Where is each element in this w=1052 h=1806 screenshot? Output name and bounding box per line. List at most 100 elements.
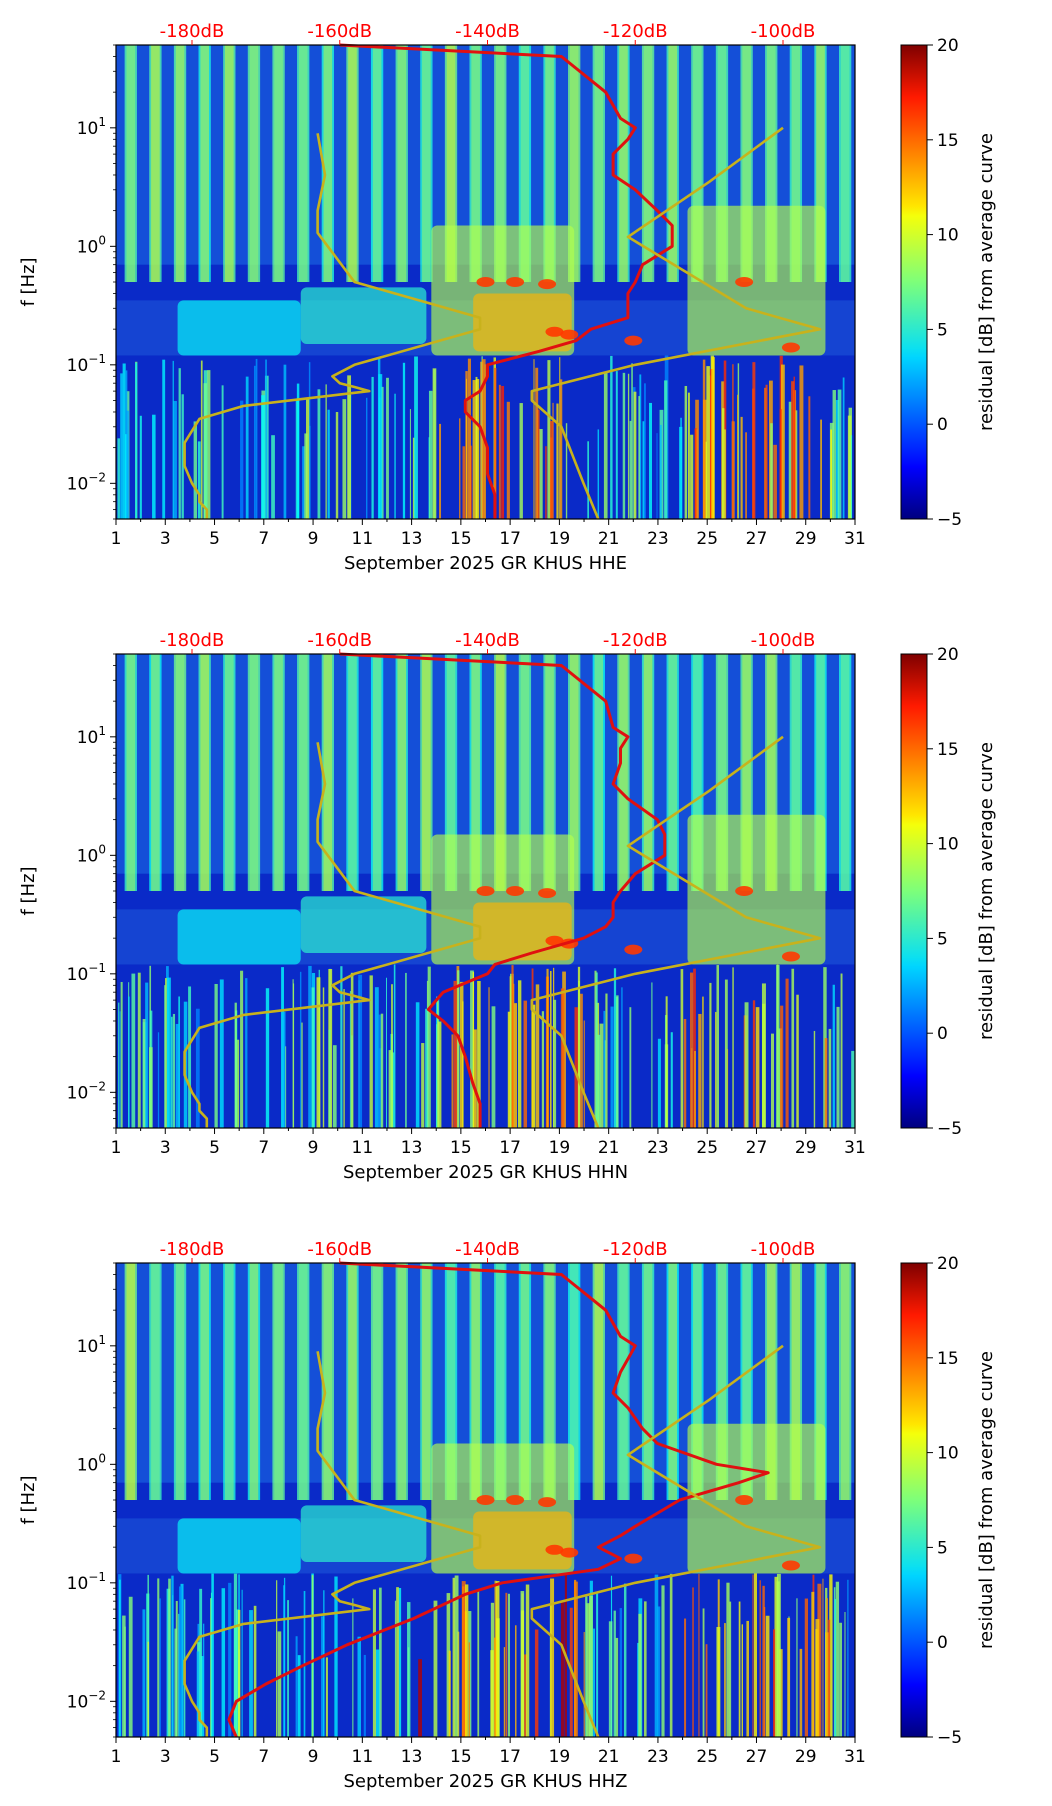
x-tick-label: 27 — [746, 1138, 768, 1158]
lf-streak — [765, 1615, 770, 1737]
psd-line-2 — [530, 126, 822, 520]
lf-streak — [283, 1585, 286, 1737]
day-stripe — [838, 45, 852, 282]
spectrogram-panel-hhz: 1 3 5 7 9 11 13 15 17 19 21 23 25 27 29 31 10−210−11001… — [18, 1239, 997, 1792]
lf-streak — [828, 1028, 832, 1128]
x-tick-label: 9 — [308, 1138, 319, 1158]
colorbar-label: residual [dB] from average curve — [976, 742, 997, 1040]
y-axis: 10−2 10−1 100 101 — [67, 1262, 116, 1738]
day-stripe-core — [274, 654, 283, 891]
day-stripe-core — [495, 45, 505, 282]
day-stripe — [666, 1263, 679, 1500]
lf-streak — [656, 433, 658, 519]
y-tick-label: 10−1 — [67, 1570, 106, 1594]
lf-streak — [578, 980, 580, 1128]
lf-streak — [119, 1011, 121, 1128]
lf-streak — [342, 399, 347, 519]
lf-streak — [752, 1574, 754, 1737]
lf-streak — [638, 1613, 642, 1737]
day-stripe-core — [126, 1263, 136, 1500]
lf-streak — [724, 429, 726, 519]
lf-streak — [221, 385, 224, 519]
lf-streak — [560, 1600, 565, 1737]
lf-streak — [325, 1657, 328, 1737]
hotspot — [735, 886, 754, 896]
lf-streak — [122, 1615, 126, 1737]
day-stripe — [518, 45, 532, 282]
day-stripe — [543, 654, 556, 891]
y-tick-label: 100 — [77, 842, 106, 866]
lf-streak — [179, 1586, 182, 1737]
day-stripe-core — [175, 654, 185, 891]
lf-streak — [545, 446, 547, 519]
hotspot — [476, 886, 495, 896]
lf-streak — [437, 1021, 442, 1128]
lf-streak — [323, 1590, 325, 1737]
lf-streak — [316, 977, 321, 1128]
heatmap-area — [116, 1263, 855, 1737]
lf-streak — [791, 968, 795, 1128]
lf-streak — [285, 1046, 287, 1128]
day-stripe-core — [668, 654, 678, 891]
lf-streak — [546, 968, 549, 1128]
day-stripe-core — [446, 654, 456, 891]
lf-streak — [475, 379, 480, 519]
lf-streak — [746, 1620, 749, 1737]
top-tick-label: -140dB — [455, 1239, 520, 1260]
lf-streak — [690, 434, 694, 519]
lf-streak — [193, 421, 197, 519]
lf-streak — [535, 367, 539, 519]
lf-streak — [358, 974, 363, 1128]
lf-streak — [457, 970, 460, 1128]
day-stripe-core — [200, 45, 209, 282]
day-stripe — [518, 1263, 532, 1500]
day-stripe-core — [225, 1263, 234, 1500]
lf-streak — [240, 970, 244, 1128]
lf-streak — [813, 1030, 816, 1128]
x-tick-label: 25 — [696, 1747, 718, 1767]
day-stripe-core — [372, 654, 382, 891]
lf-streak — [265, 359, 267, 519]
day-stripe — [444, 1263, 458, 1500]
lf-streak — [196, 1651, 201, 1737]
day-stripe — [641, 45, 655, 282]
lf-streak — [737, 363, 740, 519]
lf-streak — [214, 983, 218, 1128]
lf-streak — [386, 377, 389, 519]
lf-streak — [203, 383, 207, 519]
x-tick-label: 23 — [647, 529, 669, 549]
day-stripe-core — [816, 654, 825, 891]
x-tick-label: 13 — [401, 1747, 423, 1767]
day-stripe — [321, 654, 335, 891]
lf-streak — [501, 385, 505, 519]
lf-streak — [398, 1587, 402, 1737]
lf-streak — [780, 364, 785, 519]
x-tick-label: 19 — [549, 1138, 571, 1158]
lf-streak — [842, 377, 845, 519]
lf-streak — [623, 1583, 627, 1737]
lf-streak — [118, 1002, 120, 1128]
lf-streak — [534, 1629, 539, 1737]
lf-streak — [773, 444, 777, 519]
lf-streak — [559, 357, 561, 519]
day-stripe-core — [717, 1263, 727, 1500]
day-stripe-core — [693, 45, 702, 282]
lf-streak — [616, 995, 619, 1128]
lf-streak — [498, 384, 501, 519]
top-tick-label: -140dB — [455, 21, 520, 42]
lf-streak — [829, 1574, 833, 1737]
lf-streak — [832, 390, 836, 519]
day-stripe — [568, 45, 581, 282]
lf-streak — [327, 409, 330, 519]
lf-streak — [195, 1008, 200, 1128]
day-stripe — [838, 654, 852, 891]
y-axis: 10−2 10−1 100 101 — [67, 653, 116, 1129]
day-stripe-core — [643, 1263, 653, 1500]
day-stripe-core — [225, 45, 234, 282]
lf-streak — [835, 399, 840, 519]
lf-streak — [669, 1573, 673, 1737]
lf-streak — [249, 1610, 253, 1737]
top-tick-label: -120dB — [603, 630, 668, 651]
lf-streak — [317, 389, 321, 519]
lf-streak — [178, 1613, 180, 1737]
